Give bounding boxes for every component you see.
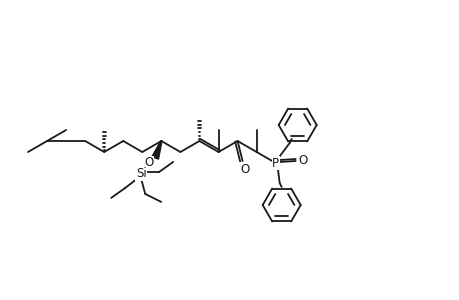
Text: O: O — [240, 163, 249, 176]
Text: P: P — [272, 157, 279, 169]
Text: Si: Si — [135, 167, 146, 180]
Polygon shape — [151, 141, 162, 159]
Text: O: O — [297, 154, 307, 166]
Text: O: O — [144, 156, 153, 170]
